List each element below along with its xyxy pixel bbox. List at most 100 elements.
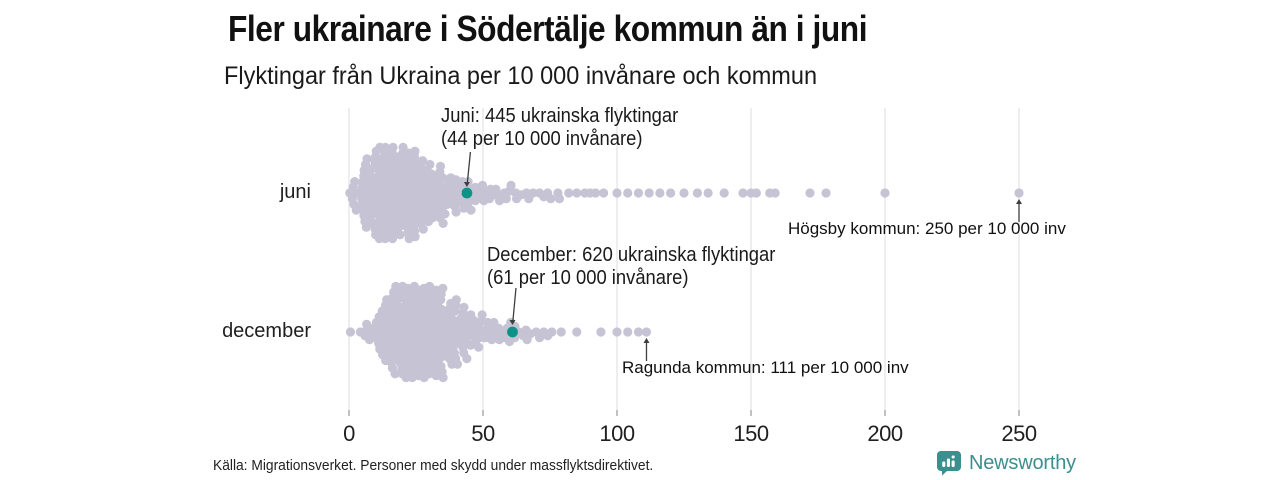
logo-exclamation-dot xyxy=(951,455,955,459)
municipality-dot xyxy=(751,188,761,198)
annotation-arrowhead xyxy=(1016,199,1022,204)
municipality-dot xyxy=(546,194,556,204)
newsworthy-logo: Newsworthy xyxy=(936,450,1076,476)
annotation-ragunda-max: Ragunda kommun: 111 per 10 000 inv xyxy=(622,358,909,377)
municipality-dot xyxy=(1014,188,1024,198)
municipality-dot xyxy=(462,354,472,364)
chart-subtitle: Flyktingar från Ukraina per 10 000 invån… xyxy=(224,62,818,90)
municipality-dot xyxy=(655,188,665,198)
municipality-dot xyxy=(438,173,448,183)
municipality-dot xyxy=(612,188,622,198)
municipality-dot xyxy=(556,327,566,337)
municipality-dot xyxy=(380,142,390,152)
municipality-dot xyxy=(473,342,484,352)
municipality-dot xyxy=(387,234,398,244)
municipality-dot xyxy=(599,188,609,198)
municipality-dot xyxy=(528,188,538,198)
logo-bar-3 xyxy=(951,460,955,467)
annotation-december-line2: (61 per 10 000 invånare) xyxy=(487,267,689,289)
municipality-dot xyxy=(345,327,356,337)
municipality-dot xyxy=(438,218,448,228)
municipality-dot xyxy=(380,234,390,244)
municipality-dot xyxy=(623,327,633,337)
municipality-dot xyxy=(438,283,448,293)
municipality-dot xyxy=(361,222,371,232)
municipality-dot xyxy=(477,310,487,320)
municipality-dot xyxy=(719,188,729,198)
annotation-arrowhead xyxy=(643,338,650,343)
municipality-dot xyxy=(477,180,488,190)
municipality-dot xyxy=(452,359,463,369)
annotation-juni-highlight: Juni: 445 ukrainska flyktingar (44 per 1… xyxy=(441,105,678,151)
municipality-dot xyxy=(623,188,633,198)
municipality-dot xyxy=(501,194,511,204)
municipality-dot xyxy=(438,373,448,383)
municipality-dot xyxy=(554,194,565,204)
municipality-dot xyxy=(770,188,780,198)
annotation-arrowhead xyxy=(463,182,470,187)
annotation-arrow xyxy=(466,151,472,183)
municipality-dot xyxy=(390,369,400,379)
x-tick-label: 100 xyxy=(599,421,635,446)
annotation-juni-line1: Juni: 445 ukrainska flyktingar xyxy=(441,105,679,127)
municipality-dot xyxy=(703,188,713,198)
municipality-dot xyxy=(612,327,622,337)
annotation-arrowhead xyxy=(509,320,516,325)
municipality-dot xyxy=(410,146,420,156)
municipality-dot xyxy=(440,209,450,219)
municipality-dot xyxy=(633,188,644,198)
annotation-hogsby-max: Högsby kommun: 250 per 10 000 inv xyxy=(788,219,1066,238)
municipality-dot xyxy=(805,188,815,198)
highlighted-dot xyxy=(507,326,518,338)
newsworthy-logo-text: Newsworthy xyxy=(969,451,1076,474)
municipality-dot xyxy=(435,161,446,171)
x-tick-label: 250 xyxy=(1001,421,1037,446)
annotation-december-line1: December: 620 ukrainska flyktingar xyxy=(487,244,776,266)
municipality-dot xyxy=(572,327,582,337)
municipality-dot xyxy=(418,224,428,234)
municipality-dot xyxy=(466,205,476,215)
municipality-dot xyxy=(738,188,748,198)
municipality-dot xyxy=(564,188,574,198)
newsworthy-logo-icon xyxy=(937,451,961,476)
municipality-dot xyxy=(459,302,469,312)
logo-bar-2 xyxy=(946,458,950,467)
row-label-juni: juni xyxy=(279,181,311,203)
x-tick-label: 0 xyxy=(343,421,355,446)
municipality-dot xyxy=(362,154,372,164)
municipality-dot xyxy=(451,207,461,217)
municipality-dot xyxy=(821,188,831,198)
municipality-dot xyxy=(644,188,654,198)
chart-title: Fler ukrainare i Södertälje kommun än i … xyxy=(228,8,868,49)
municipality-dot xyxy=(596,327,606,337)
municipality-dot xyxy=(572,188,582,198)
municipality-dot xyxy=(506,180,516,190)
municipality-dot xyxy=(351,205,361,215)
municipality-dot xyxy=(590,188,601,198)
x-tick-label: 50 xyxy=(471,421,495,446)
municipality-dot xyxy=(547,327,557,337)
municipality-dot xyxy=(641,327,652,337)
municipality-dot xyxy=(425,159,435,170)
municipality-dot xyxy=(395,230,405,240)
municipality-dot xyxy=(633,327,644,337)
municipality-dot xyxy=(679,188,689,198)
municipality-dot xyxy=(362,319,372,329)
municipality-dot xyxy=(451,295,461,305)
row-label-december: december xyxy=(222,320,311,342)
municipality-dot xyxy=(410,232,420,242)
annotation-arrow xyxy=(512,287,517,321)
municipality-dot xyxy=(666,188,676,198)
municipality-dot xyxy=(692,188,703,198)
x-tick-label: 150 xyxy=(733,421,769,446)
annotation-juni-line2: (44 per 10 000 invånare) xyxy=(441,128,643,150)
source-note: Källa: Migrationsverket. Personer med sk… xyxy=(213,457,654,474)
municipality-dot xyxy=(880,188,890,198)
municipality-dot xyxy=(350,177,360,187)
municipality-dot xyxy=(391,281,401,291)
municipality-dot xyxy=(388,142,398,152)
highlighted-dot xyxy=(461,187,473,199)
annotation-december-highlight: December: 620 ukrainska flyktingar (61 p… xyxy=(487,244,775,290)
